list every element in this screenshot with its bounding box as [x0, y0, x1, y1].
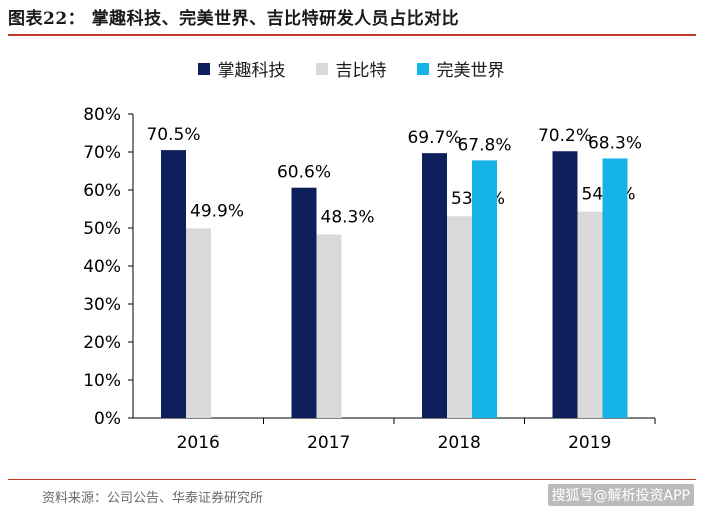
legend-swatch-zhangqu: [197, 62, 210, 75]
x-tick-label: 2018: [438, 433, 481, 453]
y-tick-label: 20%: [83, 333, 121, 353]
legend-item-zhangqu: 掌趣科技: [197, 56, 286, 81]
bar-吉比特-2018: [447, 216, 472, 418]
data-label: 60.6%: [277, 163, 331, 183]
bar-掌趣科技-2019: [552, 151, 578, 419]
y-tick-label: 40%: [83, 257, 121, 277]
bar-吉比特-2019: [577, 211, 603, 418]
footer-rule: [8, 479, 696, 480]
legend-swatch-jibite: [315, 62, 328, 75]
y-tick-label: 0%: [94, 409, 121, 429]
x-tick-label: 2016: [177, 433, 220, 453]
watermark: 搜狐号@解析投资APP: [547, 484, 694, 506]
bar-完美世界-2019: [602, 158, 628, 418]
bar-吉比特-2017: [316, 234, 342, 418]
figure-title: 图表22： 掌趣科技、完美世界、吉比特研发人员占比对比: [8, 9, 460, 29]
y-tick-label: 10%: [83, 371, 121, 391]
y-tick-label: 60%: [83, 181, 121, 201]
bar-掌趣科技-2016: [161, 150, 186, 418]
bar-完美世界-2018: [472, 160, 497, 419]
legend-label-wanmei: 完美世界: [436, 61, 505, 81]
bar-掌趣科技-2018: [422, 153, 447, 418]
title-rule: [8, 34, 696, 36]
y-tick-label: 80%: [83, 105, 121, 125]
y-tick-label: 50%: [83, 219, 121, 239]
y-tick-label: 30%: [83, 295, 121, 315]
legend-label-jibite: 吉比特: [335, 61, 387, 81]
data-label: 49.9%: [190, 201, 244, 221]
data-label: 67.8%: [457, 135, 511, 155]
legend: 掌趣科技 吉比特 完美世界: [0, 56, 702, 81]
x-tick-label: 2017: [307, 433, 350, 453]
legend-label-zhangqu: 掌趣科技: [217, 61, 286, 81]
data-label: 48.3%: [321, 207, 375, 227]
legend-item-jibite: 吉比特: [315, 56, 387, 81]
bar-吉比特-2016: [186, 228, 211, 418]
y-tick-label: 70%: [83, 143, 121, 163]
data-label: 68.3%: [588, 133, 642, 153]
data-label: 70.5%: [146, 125, 200, 145]
x-tick-label: 2019: [568, 433, 611, 453]
data-label: 69.7%: [407, 128, 461, 148]
data-label: 70.2%: [538, 126, 592, 146]
source-note: 资料来源：公司公告、华泰证券研究所: [42, 491, 264, 506]
legend-item-wanmei: 完美世界: [416, 56, 505, 81]
bar-掌趣科技-2017: [291, 187, 317, 418]
legend-swatch-wanmei: [416, 62, 429, 75]
